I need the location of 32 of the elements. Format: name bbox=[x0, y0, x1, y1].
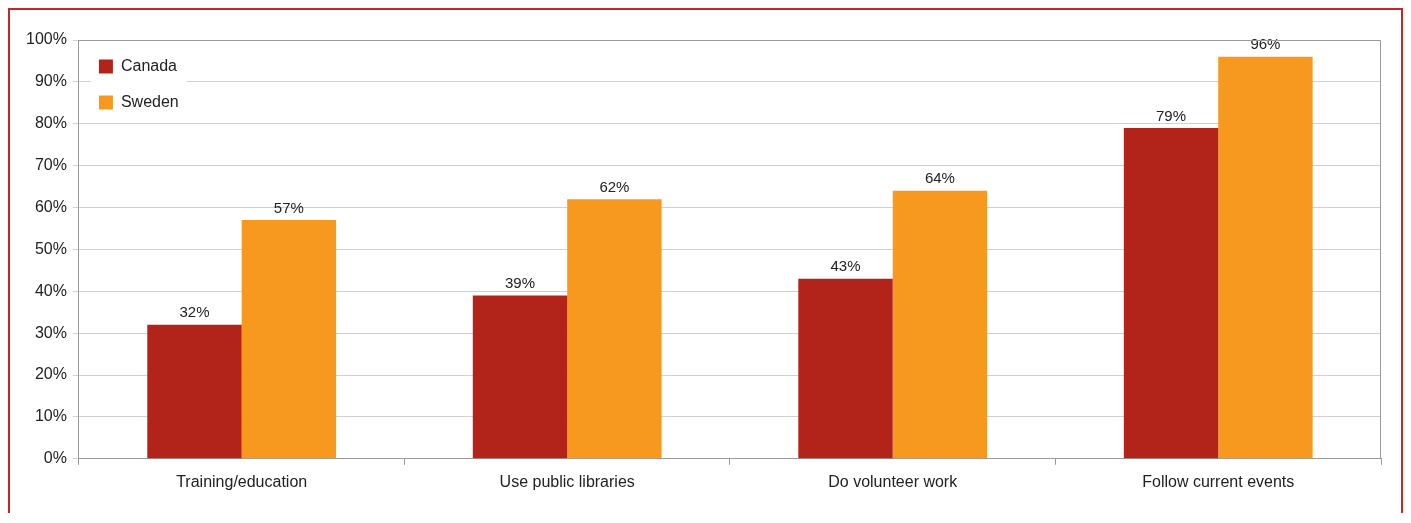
y-tick-label: 20% bbox=[34, 365, 67, 383]
y-tick-label: 60% bbox=[34, 197, 67, 215]
data-label: 43% bbox=[830, 257, 861, 275]
y-tick-label: 70% bbox=[34, 156, 67, 174]
data-label: 57% bbox=[273, 198, 304, 216]
data-label: 32% bbox=[179, 303, 210, 321]
bar bbox=[892, 190, 988, 459]
data-label: 64% bbox=[924, 169, 955, 187]
y-tick-label: 80% bbox=[34, 114, 67, 132]
y-tick-label: 30% bbox=[34, 323, 67, 341]
y-tick-label: 100% bbox=[26, 30, 67, 48]
bar bbox=[147, 324, 242, 459]
data-label: 79% bbox=[1156, 106, 1187, 124]
legend-label: Canada bbox=[120, 56, 178, 74]
bar bbox=[1218, 56, 1313, 459]
data-label: 62% bbox=[599, 177, 630, 195]
x-tick-label: Do volunteer work bbox=[828, 472, 959, 490]
y-tick-label: 40% bbox=[34, 281, 67, 299]
y-tick-label: 90% bbox=[34, 72, 67, 90]
x-tick-label: Follow current events bbox=[1142, 472, 1295, 490]
y-tick-label: 10% bbox=[34, 407, 67, 425]
bar bbox=[798, 278, 893, 459]
x-tick-label: Use public libraries bbox=[499, 472, 635, 490]
bar bbox=[472, 295, 568, 459]
bar bbox=[567, 199, 662, 459]
bar bbox=[241, 220, 337, 459]
y-tick-label: 50% bbox=[34, 239, 67, 257]
y-tick-label: 0% bbox=[43, 449, 67, 467]
bar bbox=[1123, 127, 1219, 459]
x-tick-label: Training/education bbox=[176, 472, 308, 490]
data-label: 39% bbox=[504, 274, 536, 292]
legend-label: Sweden bbox=[120, 92, 179, 110]
